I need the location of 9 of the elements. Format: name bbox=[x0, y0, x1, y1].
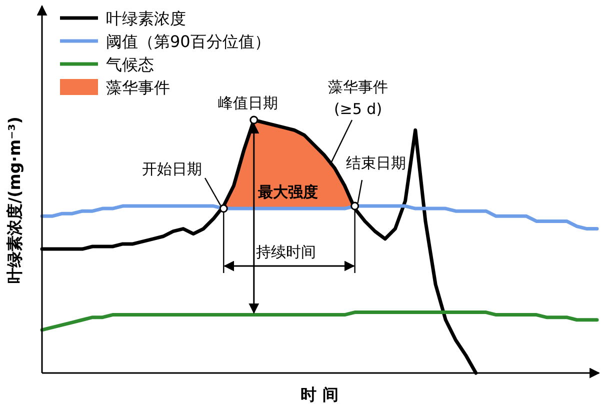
legend-label: 阈值（第90百分位值） bbox=[106, 32, 270, 51]
legend-label: 叶绿素浓度 bbox=[106, 9, 186, 28]
legend-label: 藻华事件 bbox=[106, 78, 170, 97]
text: (≥5 d) bbox=[334, 100, 382, 118]
text: 藻华事件 bbox=[328, 78, 388, 96]
legend-label: 气候态 bbox=[106, 55, 154, 74]
text: 峰值日期 bbox=[218, 94, 278, 112]
y-axis-title: 叶绿素浓度/(mg·m⁻³) bbox=[5, 116, 24, 284]
x-axis-title: 时 间 bbox=[300, 385, 338, 404]
